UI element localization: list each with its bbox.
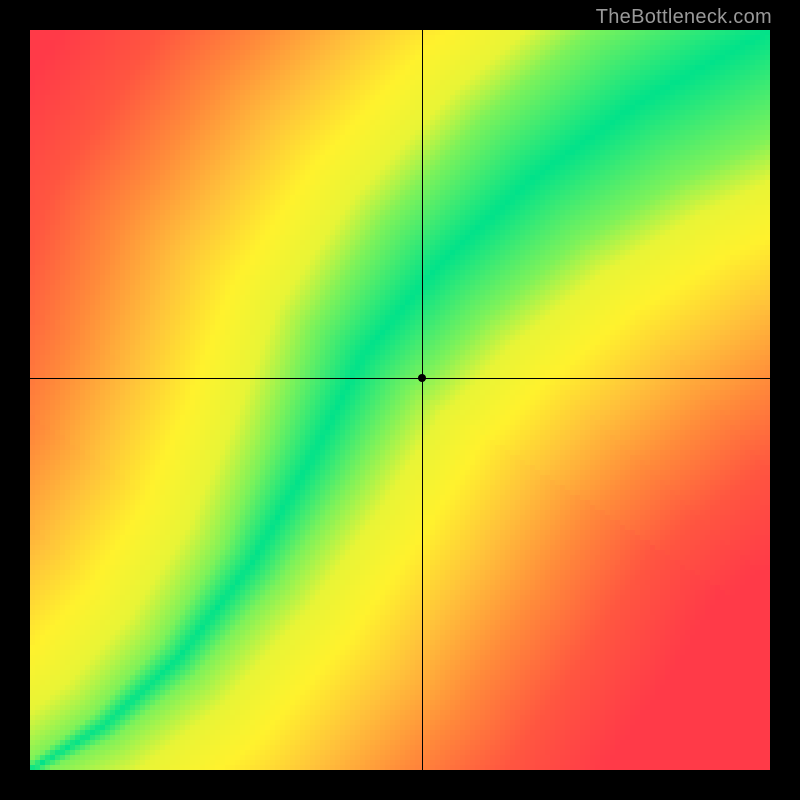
crosshair-marker [418, 374, 426, 382]
crosshair-vertical [422, 30, 423, 770]
watermark-text: TheBottleneck.com [596, 6, 772, 29]
heatmap-plot [30, 30, 770, 770]
heatmap-canvas [30, 30, 770, 770]
crosshair-horizontal [30, 378, 770, 379]
